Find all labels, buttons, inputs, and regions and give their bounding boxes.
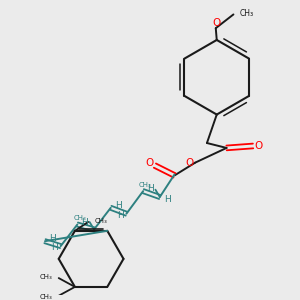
Text: H: H (81, 218, 88, 226)
Text: H: H (117, 211, 124, 220)
Text: CH₃: CH₃ (240, 9, 254, 18)
Text: H: H (115, 201, 122, 210)
Text: CH₃: CH₃ (40, 274, 53, 280)
Text: H: H (164, 195, 171, 204)
Text: O: O (212, 18, 221, 28)
Text: H: H (51, 243, 58, 252)
Text: O: O (146, 158, 154, 168)
Text: CH₃: CH₃ (94, 218, 107, 224)
Text: CH₃: CH₃ (40, 294, 53, 300)
Text: CH₃: CH₃ (139, 182, 152, 188)
Text: CH₃: CH₃ (73, 214, 86, 220)
Text: O: O (186, 158, 194, 168)
Text: H: H (147, 184, 154, 193)
Text: H: H (49, 234, 56, 243)
Text: O: O (254, 141, 262, 151)
